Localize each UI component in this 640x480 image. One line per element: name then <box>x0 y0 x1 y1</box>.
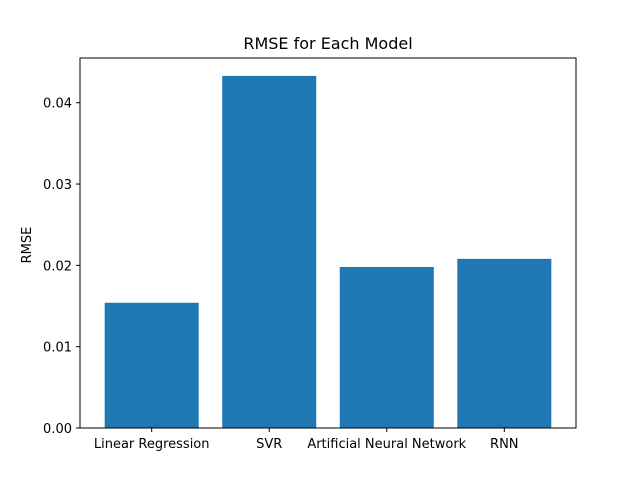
chart-title: RMSE for Each Model <box>243 34 412 53</box>
y-axis-label: RMSE <box>20 227 35 264</box>
bar-1 <box>222 75 317 428</box>
x-tick-label-3: RNN <box>490 437 518 452</box>
x-ticks-group: Linear Regression SVR Artificial Neural Ne… <box>94 428 519 452</box>
y-ticks-group: 0.00 0.01 0.02 0.03 0.04 <box>43 97 80 437</box>
bar-3 <box>457 258 552 428</box>
x-tick-label-0: Linear Regression <box>94 437 210 452</box>
bar-0 <box>104 302 199 428</box>
y-tick-label-0: 0.00 <box>43 422 72 437</box>
bars-group <box>104 75 552 428</box>
y-tick-label-2: 0.02 <box>43 259 72 274</box>
x-tick-label-2: Artificial Neural Network <box>307 437 466 452</box>
bar-2 <box>339 266 434 428</box>
x-tick-label-1: SVR <box>256 437 282 452</box>
y-tick-label-1: 0.01 <box>43 341 72 356</box>
y-tick-label-3: 0.03 <box>43 178 72 193</box>
plot-frame <box>79 57 577 429</box>
y-tick-label-4: 0.04 <box>43 97 72 112</box>
